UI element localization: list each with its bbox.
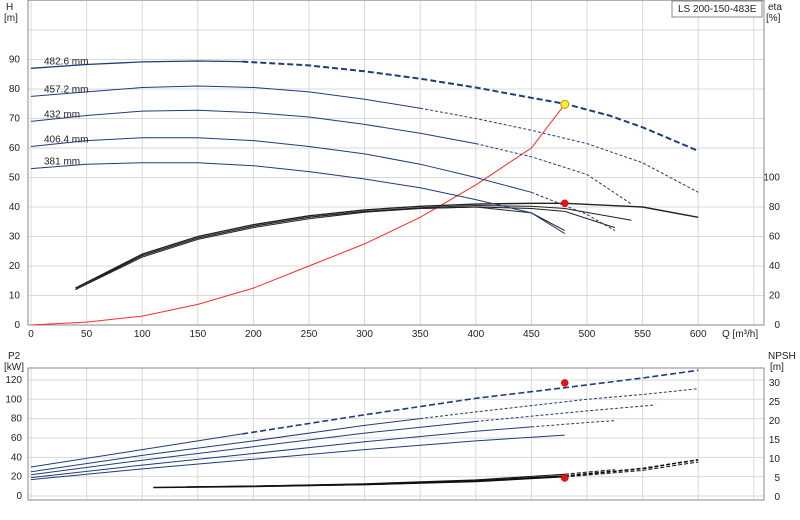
x-tick-label: 300 (356, 329, 373, 340)
npsh-tick-label: 5 (774, 473, 780, 484)
chart-title: LS 200-150-483E (678, 4, 757, 15)
top-curves: 482.6 mm 457.2 mm 432 mm 406.4 mm 381 mm (30, 56, 699, 326)
x-tick-label: 200 (245, 329, 262, 340)
eta-axis-label: eta (768, 2, 782, 13)
power-curve-extension (420, 388, 699, 420)
p2-tick-label: 80 (11, 414, 23, 425)
eta-tick-label: 20 (769, 291, 781, 302)
head-curve (30, 137, 532, 193)
top-axis-labels: 0 50 100 150 200 250 300 350 400 450 500 550 6000102… (9, 55, 781, 341)
impeller-diameter-label: 432 mm (44, 109, 80, 120)
head-curve-extension (420, 107, 699, 193)
head-curve (30, 85, 421, 109)
power-curve-extension (242, 369, 699, 435)
x-tick-label: 450 (523, 329, 540, 340)
npsh-tick-label: 30 (769, 378, 781, 389)
power-curve (30, 421, 476, 476)
head-curve (30, 162, 566, 235)
npsh-curve-extension (564, 469, 615, 475)
x-tick-label: 0 (28, 329, 34, 340)
h-axis-label: H (6, 2, 13, 13)
npsh-axis-unit: [m] (770, 362, 784, 373)
power-curve-extension (475, 404, 654, 422)
x-tick-label: 100 (134, 329, 151, 340)
h-axis-unit: [m] (4, 13, 18, 24)
npsh-tick-label: 10 (769, 454, 781, 465)
x-tick-label: 150 (189, 329, 206, 340)
x-tick-label: 550 (634, 329, 651, 340)
head-curve-extension (475, 143, 632, 205)
p2-tick-label: 20 (11, 472, 23, 483)
x-tick-label: 500 (579, 329, 596, 340)
power-curve (30, 434, 565, 481)
h-tick-label: 90 (9, 55, 21, 66)
eta-tick-label: 80 (769, 202, 781, 213)
x-axis-label: Q [m³/h] (722, 329, 758, 340)
system-curve (30, 103, 566, 326)
h-tick-label: 10 (9, 291, 21, 302)
head-curve-extension (531, 191, 616, 232)
x-tick-label: 350 (412, 329, 429, 340)
impeller-diameter-label: 381 mm (44, 157, 80, 168)
h-tick-label: 70 (9, 114, 21, 125)
npsh-tick-label: 25 (769, 397, 781, 408)
eta-curve (75, 204, 632, 291)
p2-axis-unit: [kW] (4, 362, 24, 373)
duty-point-power (561, 379, 569, 387)
eta-curve (75, 202, 699, 289)
head-curve (30, 109, 476, 145)
eta-curve (75, 206, 615, 291)
top-gridlines (28, 0, 764, 326)
h-tick-label: 80 (9, 84, 21, 95)
eta-tick-label: 100 (763, 173, 780, 184)
bottom-gridlines (28, 368, 764, 500)
top-plot-frame (27, 0, 765, 326)
npsh-curve-extension (564, 461, 699, 478)
p2-axis-label: P2 (8, 351, 21, 362)
duty-point-eta (561, 199, 569, 208)
x-tick-label: 250 (301, 329, 318, 340)
eta-tick-label: 40 (769, 261, 781, 272)
title-box (671, 0, 763, 18)
power-curve (30, 418, 421, 473)
duty-point-head (560, 99, 570, 109)
npsh-tick-label: 20 (769, 416, 781, 427)
bottom-axis-labels: 0 20 40 60 80 100 120 0 5 10 15 20 25 30 (5, 375, 780, 503)
eta-curve (75, 206, 566, 289)
h-tick-label: 40 (9, 202, 21, 213)
bottom-curves (30, 369, 699, 489)
h-tick-label: 50 (9, 173, 21, 184)
power-curve (30, 426, 532, 479)
power-curve-extension (531, 420, 615, 428)
npsh-tick-label: 0 (774, 492, 780, 503)
impeller-diameter-label: 457.2 mm (44, 84, 88, 95)
p2-tick-label: 60 (11, 433, 23, 444)
h-tick-label: 30 (9, 232, 21, 243)
duty-point-npsh (561, 474, 569, 482)
p2-tick-label: 100 (5, 394, 22, 405)
npsh-axis-label: NPSH (768, 351, 796, 362)
x-tick-label: 400 (467, 329, 484, 340)
h-tick-label: 20 (9, 261, 21, 272)
x-tick-label: 50 (81, 329, 93, 340)
impeller-diameter-label: 482.6 mm (44, 56, 88, 67)
eta-tick-label: 60 (769, 232, 781, 243)
impeller-diameter-label: 406.4 mm (44, 135, 88, 146)
eta-axis-unit: [%] (766, 13, 781, 24)
p2-tick-label: 40 (11, 452, 23, 463)
x-tick-label: 600 (690, 329, 707, 340)
head-curve (30, 60, 243, 69)
p2-tick-label: 120 (5, 375, 22, 386)
power-curve (30, 433, 243, 468)
npsh-tick-label: 15 (769, 435, 781, 446)
h-tick-label: 60 (9, 143, 21, 154)
h-tick-label: 0 (14, 320, 20, 331)
head-curve-extension (242, 60, 699, 152)
p2-tick-label: 0 (16, 491, 22, 502)
npsh-curve-extension (564, 466, 654, 477)
bottom-plot-frame (27, 367, 765, 501)
eta-tick-label: 0 (774, 320, 780, 331)
npsh-curve (186, 473, 565, 488)
